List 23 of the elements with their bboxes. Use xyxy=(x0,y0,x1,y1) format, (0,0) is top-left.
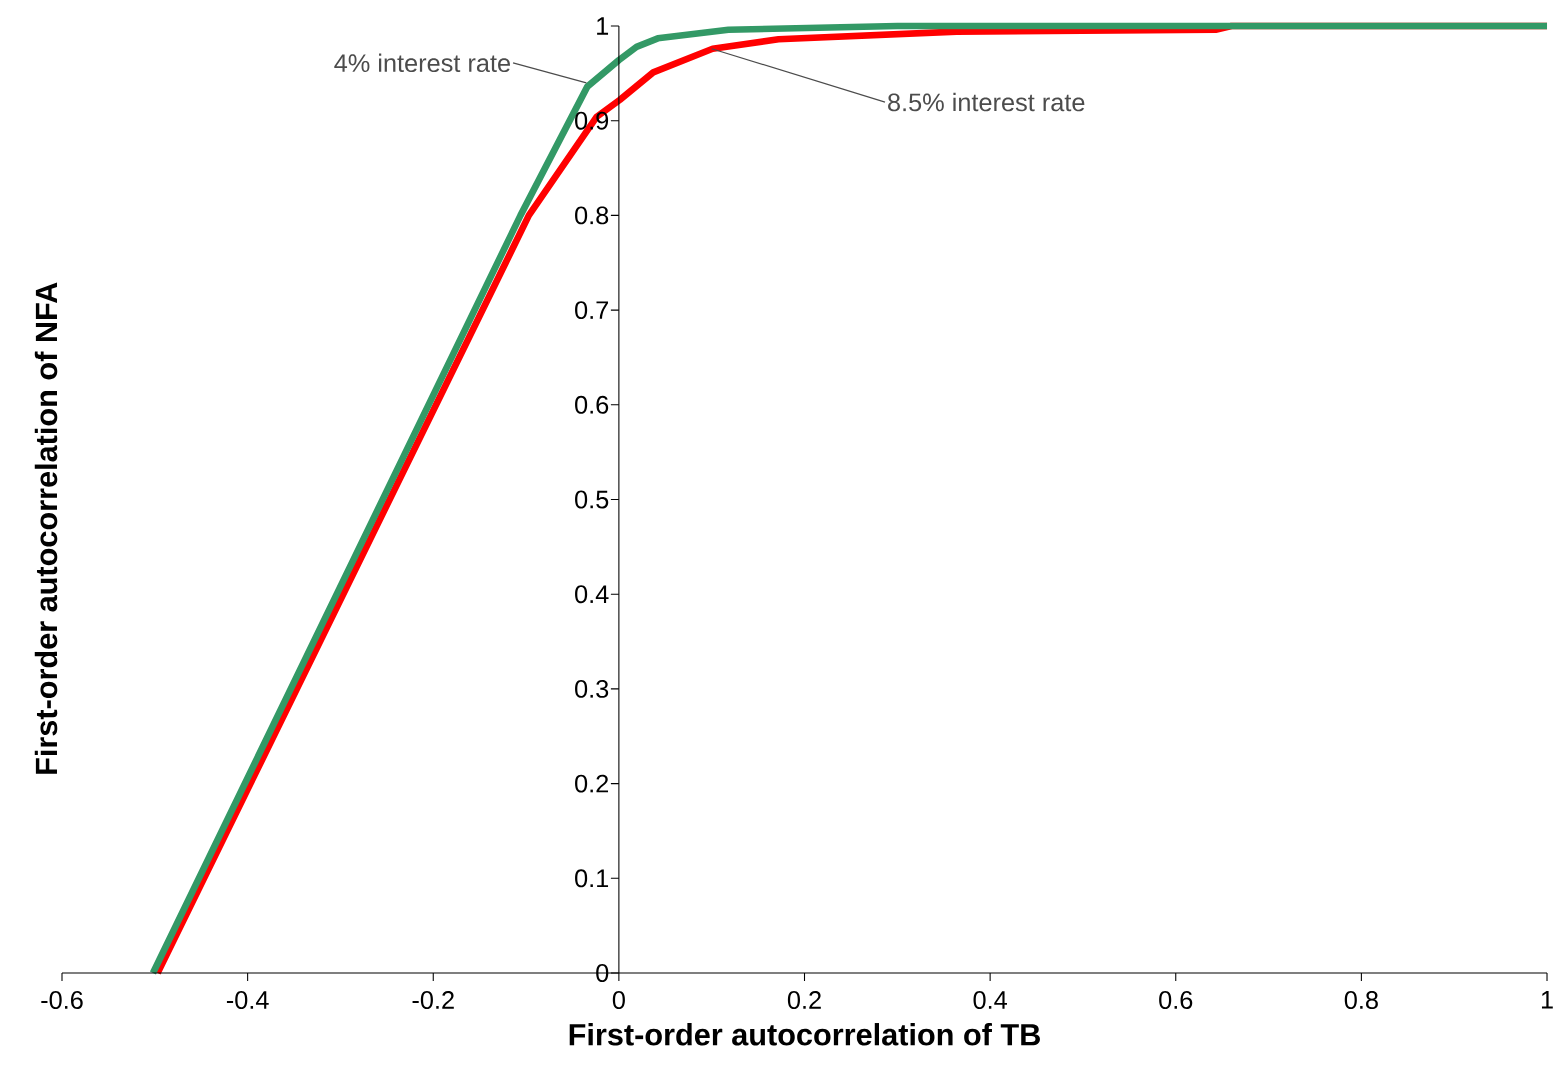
x-tick-label: -0.2 xyxy=(412,991,454,1009)
x-axis-title: First-order autocorrelation of TB xyxy=(569,1023,1040,1046)
annotation: 4% interest rate xyxy=(334,53,510,73)
x-tick-label: 0 xyxy=(612,991,625,1009)
y-tick-label: 0.1 xyxy=(575,869,609,888)
y-tick-label: 0.5 xyxy=(575,490,609,509)
y-tick-label: 0.8 xyxy=(575,206,609,225)
x-tick-label: -0.4 xyxy=(226,991,269,1009)
y-tick-label: 1 xyxy=(597,17,609,35)
x-tick-label: -0.6 xyxy=(41,991,83,1009)
x-tick-label: 0.2 xyxy=(787,991,821,1009)
x-tick-label: 1 xyxy=(1541,991,1553,1009)
x-tick-label: 0.4 xyxy=(973,991,1007,1009)
y-tick-label: 0.4 xyxy=(575,585,609,604)
y-tick-label: 0.6 xyxy=(575,395,609,414)
y-tick-label: 0.3 xyxy=(575,679,609,698)
x-tick-label: 0.6 xyxy=(1159,991,1193,1009)
y-tick-label: 0.2 xyxy=(575,774,609,793)
y-axis-title: First-order autocorrelation of NFA xyxy=(34,282,58,774)
x-tick-label: 0.8 xyxy=(1344,991,1378,1009)
y-tick-label: 0 xyxy=(596,964,609,982)
y-tick-label: 0.7 xyxy=(575,301,609,320)
annotation: 8.5% interest rate xyxy=(888,92,1085,112)
